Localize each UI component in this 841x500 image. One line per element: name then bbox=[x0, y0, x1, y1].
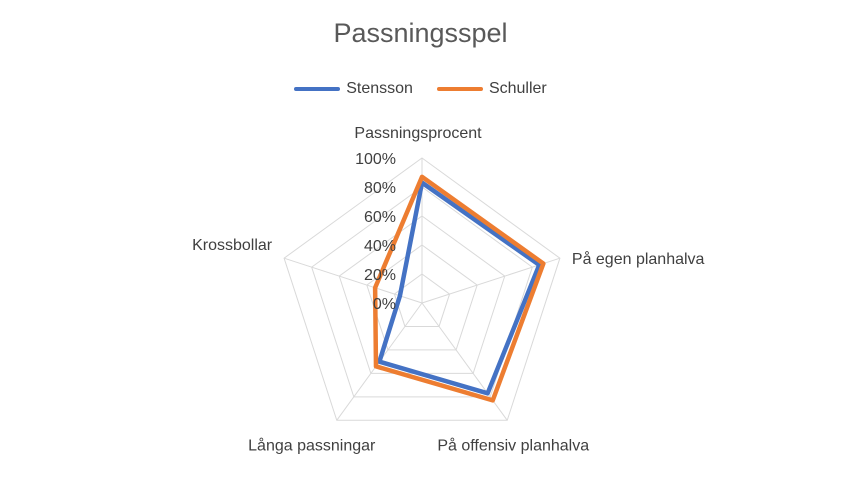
legend: Stensson Schuller bbox=[0, 80, 841, 98]
tick-label: 100% bbox=[355, 151, 396, 168]
category-label: På egen planhalva bbox=[572, 250, 705, 268]
chart-title: Passningsspel bbox=[333, 18, 508, 48]
category-label: Krossbollar bbox=[192, 237, 273, 254]
tick-label: 20% bbox=[364, 267, 396, 284]
tick-label: 80% bbox=[364, 180, 396, 197]
category-label: På offensiv planhalva bbox=[437, 436, 589, 454]
legend-swatch-series-2 bbox=[436, 87, 483, 91]
tick-label: 60% bbox=[364, 209, 396, 226]
legend-label-series-1: Stensson bbox=[346, 80, 413, 97]
tick-label: 40% bbox=[364, 238, 396, 255]
tick-label: 0% bbox=[373, 296, 396, 313]
grid-ring bbox=[283, 157, 561, 421]
legend-swatch-series-1 bbox=[294, 87, 341, 91]
grid-spoke bbox=[421, 302, 508, 421]
series-line-2 bbox=[372, 174, 546, 403]
series-line-1 bbox=[377, 180, 542, 396]
legend-label-series-2: Schuller bbox=[488, 80, 547, 97]
grid-ring bbox=[366, 244, 478, 351]
legend-item-series-1: Stensson bbox=[294, 80, 413, 98]
category-label: Passningsprocent bbox=[354, 125, 482, 142]
legend-item-series-2: Schuller bbox=[436, 80, 547, 98]
grid-ring bbox=[311, 186, 533, 398]
category-label: Långa passningar bbox=[248, 436, 376, 454]
